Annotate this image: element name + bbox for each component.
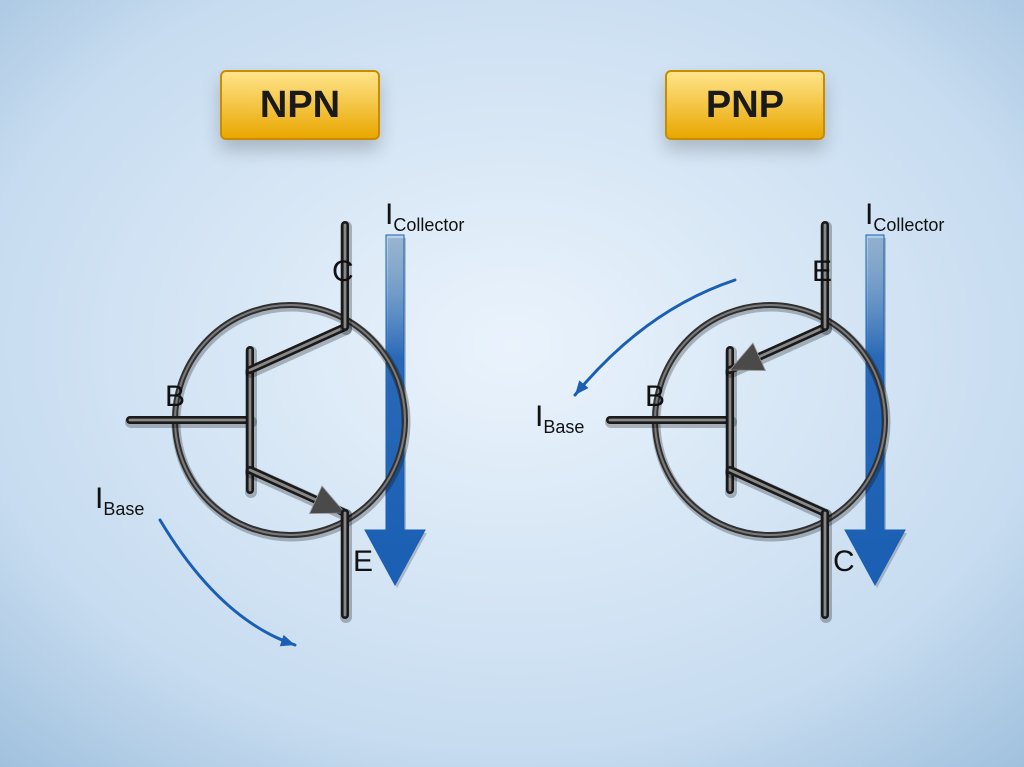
pnp-label-ibase: IBase <box>535 400 584 438</box>
npn-label-e: E <box>353 545 373 579</box>
pnp-label-icollector: ICollector <box>865 198 944 236</box>
pnp-label-c: C <box>833 545 855 579</box>
pnp-symbol <box>575 225 907 617</box>
pnp-label-e: E <box>812 255 832 289</box>
pnp-title: PNP <box>665 70 825 140</box>
npn-label-c: C <box>332 255 354 289</box>
diagram-stage: NPN PNP C B E ICollector IBase E B C ICollector IBa… <box>0 0 1024 767</box>
npn-symbol <box>130 225 427 646</box>
npn-title: NPN <box>220 70 380 140</box>
npn-label-b: B <box>165 380 185 414</box>
pnp-label-b: B <box>645 380 665 414</box>
npn-label-icollector: ICollector <box>385 198 464 236</box>
npn-label-ibase: IBase <box>95 482 144 520</box>
